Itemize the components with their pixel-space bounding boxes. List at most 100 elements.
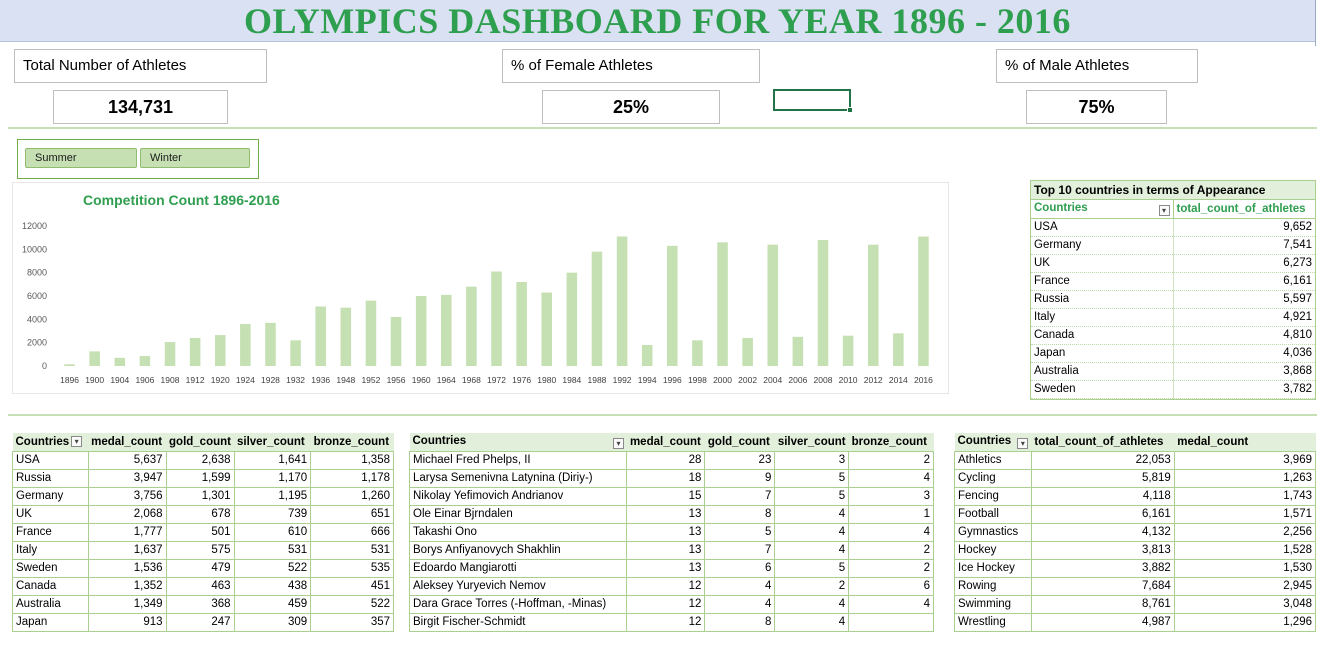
table-cell[interactable]: 3,048 [1173, 594, 1317, 614]
athlete-medals-header-0[interactable]: Countries ▾ [409, 433, 627, 452]
table-cell[interactable]: 2 [774, 576, 850, 596]
table-cell[interactable]: 2 [848, 558, 934, 578]
table-cell[interactable]: 22,053 [1030, 450, 1175, 470]
table-cell[interactable]: USA [1031, 218, 1173, 237]
table-cell[interactable]: 4,036 [1172, 344, 1315, 363]
country-medals-header-2[interactable]: gold_count [166, 433, 234, 452]
table-cell[interactable]: France [12, 522, 89, 542]
chart-bar-1996[interactable] [667, 245, 678, 366]
table-cell[interactable]: Canada [12, 576, 89, 596]
table-cell[interactable]: 6,161 [1172, 272, 1315, 291]
chart-bar-2016[interactable] [918, 236, 929, 367]
table-cell[interactable]: 357 [310, 612, 394, 632]
table-cell[interactable]: 4 [774, 594, 850, 614]
table-cell[interactable]: Rowing [954, 576, 1032, 596]
athlete-medals-header-1[interactable]: medal_count [626, 433, 705, 452]
table-cell[interactable]: 4 [774, 522, 850, 542]
table-cell[interactable]: Sweden [12, 558, 89, 578]
chart-bar-1952[interactable] [365, 300, 377, 366]
table-cell[interactable]: 1,349 [87, 594, 167, 614]
table-cell[interactable]: 13 [626, 540, 706, 560]
chart-bar-1988[interactable] [591, 251, 603, 366]
sport-medals-header-0[interactable]: Countries ▾ [954, 433, 1032, 452]
chart-bar-2006[interactable] [792, 336, 804, 366]
table-cell[interactable]: 5 [704, 522, 776, 542]
table-cell[interactable]: 1,637 [87, 540, 167, 560]
table-cell[interactable]: Italy [1031, 308, 1173, 327]
table-cell[interactable]: 501 [165, 522, 235, 542]
table-cell[interactable]: 8,761 [1030, 594, 1175, 614]
table-cell[interactable]: 531 [233, 540, 312, 560]
table-cell[interactable]: Larysa Semenivna Latynina (Diriy-) [408, 468, 628, 488]
chart-bar-1936[interactable] [315, 306, 326, 367]
table-cell[interactable]: Hockey [954, 540, 1032, 560]
table-cell[interactable]: 1,195 [233, 486, 312, 506]
table-cell[interactable]: Italy [12, 540, 89, 560]
table-cell[interactable]: 4 [848, 468, 934, 488]
chart-bar-1924[interactable] [240, 324, 251, 366]
table-cell[interactable]: Germany [12, 486, 89, 506]
table-cell[interactable]: 522 [233, 558, 312, 578]
slicer-summer-button[interactable]: Summer [25, 148, 137, 168]
table-cell[interactable]: 3,882 [1030, 558, 1175, 578]
table-cell[interactable]: 309 [233, 612, 312, 632]
table-cell[interactable]: Birgit Fischer-Schmidt [408, 612, 628, 632]
chart-bar-2008[interactable] [817, 240, 829, 366]
chart-bar-1912[interactable] [189, 338, 201, 366]
table-cell[interactable]: Ole Einar Bjrndalen [408, 504, 628, 524]
competition-count-chart[interactable]: 0 2000 4000 6000 8000 10000 12000 1896 1900 1904 1… [12, 182, 949, 394]
table-cell[interactable]: 4 [774, 540, 850, 560]
table-cell[interactable]: 7 [704, 486, 776, 506]
table-cell[interactable]: 23 [704, 450, 776, 470]
table-cell[interactable]: 678 [165, 504, 235, 524]
table-cell[interactable]: 1,641 [233, 450, 312, 470]
chart-bar-1964[interactable] [440, 294, 452, 366]
slicer-winter-button[interactable]: Winter [140, 148, 250, 168]
table-cell[interactable]: 4 [774, 504, 850, 524]
table-cell[interactable]: 4 [848, 594, 934, 614]
table-cell[interactable]: 3 [774, 450, 850, 470]
table-cell[interactable]: 739 [233, 504, 312, 524]
table-cell[interactable]: 1,571 [1173, 504, 1317, 524]
table-cell[interactable]: 2 [848, 450, 934, 470]
table-cell[interactable]: 575 [165, 540, 235, 560]
chart-bar-2000[interactable] [717, 242, 728, 366]
table-cell[interactable]: 666 [310, 522, 394, 542]
table-cell[interactable]: 8 [704, 504, 776, 524]
chart-bar-1992[interactable] [616, 236, 628, 367]
table-cell[interactable]: 1,528 [1173, 540, 1317, 560]
table-cell[interactable]: 1,599 [165, 468, 235, 488]
filter-icon[interactable]: ▾ [1017, 437, 1029, 449]
chart-bar-1900[interactable] [89, 351, 100, 366]
table-cell[interactable]: 15 [626, 486, 706, 506]
table-cell[interactable]: Russia [12, 468, 89, 488]
table-cell[interactable]: 1,743 [1173, 486, 1317, 506]
table-cell[interactable]: 368 [165, 594, 235, 614]
table-cell[interactable]: 13 [626, 522, 706, 542]
sport-medals-header-1[interactable]: total_count_of_athletes [1031, 433, 1175, 452]
table-cell[interactable]: 4 [704, 576, 776, 596]
table-cell[interactable]: 5 [774, 468, 850, 488]
country-medals-header-3[interactable]: silver_count [234, 433, 311, 452]
table-cell[interactable]: Japan [1031, 344, 1173, 363]
top10-header-athletes[interactable]: total_count_of_athletes [1172, 200, 1315, 219]
table-cell[interactable]: 2,068 [87, 504, 167, 524]
table-cell[interactable]: 531 [310, 540, 394, 560]
table-cell[interactable]: 4 [848, 522, 934, 542]
table-cell[interactable]: 3,782 [1172, 380, 1315, 399]
table-cell[interactable]: Takashi Ono [408, 522, 628, 542]
table-cell[interactable]: UK [1031, 254, 1173, 273]
chart-bar-1998[interactable] [692, 340, 703, 366]
table-cell[interactable]: Athletics [954, 450, 1032, 470]
table-cell[interactable]: Football [954, 504, 1032, 524]
table-cell[interactable]: France [1031, 272, 1173, 291]
chart-bar-1920[interactable] [214, 335, 226, 366]
chart-bar-2010[interactable] [842, 335, 854, 366]
table-cell[interactable]: 3,947 [87, 468, 167, 488]
table-cell[interactable]: 4 [774, 612, 850, 632]
filter-icon[interactable]: ▾ [1158, 204, 1170, 216]
table-cell[interactable]: 12 [626, 612, 706, 632]
chart-bar-1994[interactable] [641, 345, 653, 366]
chart-bar-2012[interactable] [867, 244, 879, 366]
table-cell[interactable]: 4 [704, 594, 776, 614]
